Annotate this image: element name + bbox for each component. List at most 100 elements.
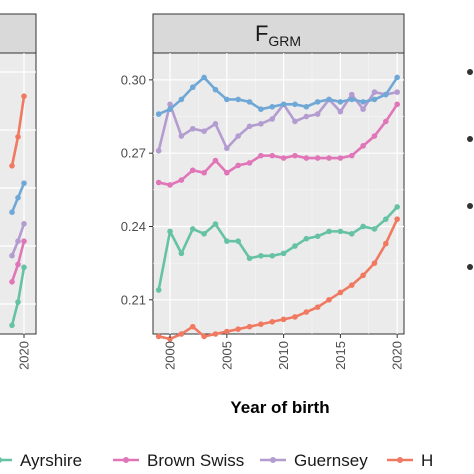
left-series-point (21, 221, 27, 227)
strip-title-main: F (255, 21, 268, 46)
x-tick-label: 2010 (276, 341, 291, 370)
series-point (212, 331, 219, 337)
series-point (246, 99, 253, 105)
series-point (292, 118, 298, 125)
series-point (292, 152, 298, 159)
legend: Ayrshire Brown Swiss Guernsey H (0, 451, 433, 470)
series-point (337, 155, 344, 161)
series-point (201, 169, 207, 176)
right-tick-fragment (467, 264, 473, 270)
series-point (201, 333, 207, 340)
left-series-group (9, 93, 27, 329)
series-point (383, 240, 389, 247)
series-point (269, 318, 276, 325)
series-point (326, 296, 332, 303)
series-point (314, 99, 321, 105)
left-series-point (15, 134, 21, 140)
series-point (383, 118, 389, 125)
series-point (303, 155, 310, 161)
series-point (224, 96, 230, 103)
series-point (280, 101, 287, 108)
series-point (348, 96, 355, 103)
series-point (280, 155, 287, 161)
series-point (337, 99, 344, 105)
series-point (189, 226, 196, 232)
series-point (360, 223, 366, 230)
series-point (189, 84, 196, 91)
series-point (337, 228, 344, 235)
series-point (167, 228, 173, 235)
right-panel (467, 69, 473, 270)
legend-key-point (123, 457, 129, 463)
series-point (212, 157, 219, 164)
series-point (337, 108, 344, 115)
left-panel: 2020 (0, 13, 37, 370)
main-panel: FGRM 0.210.240.270.30 2000 2005 2010 2015 20… (121, 13, 405, 370)
left-series-point (15, 238, 21, 244)
series-point (303, 309, 310, 315)
series-point (269, 116, 276, 122)
y-tick-label: 0.24 (121, 219, 146, 234)
series-point (201, 128, 207, 134)
series-point (292, 243, 298, 249)
x-tick-label: 2000 (163, 341, 178, 370)
series-point (167, 106, 173, 112)
strip-title: FGRM (255, 21, 301, 49)
main-strip (152, 13, 405, 54)
series-point (326, 155, 332, 161)
left-plot-background (0, 52, 37, 335)
series-point (201, 74, 207, 81)
left-series-point (15, 299, 21, 305)
strip-title-subscript: GRM (268, 33, 301, 49)
series-point (155, 111, 162, 117)
series-point (280, 250, 287, 257)
series-point (303, 113, 310, 120)
series-point (371, 133, 378, 139)
x-axis-title: Year of birth (230, 398, 329, 417)
series-point (348, 282, 355, 288)
left-series-point (9, 252, 15, 259)
series-point (258, 106, 264, 112)
series-point (394, 74, 400, 81)
main-gridlines (153, 53, 404, 334)
series-point (360, 99, 366, 105)
series-point (292, 314, 298, 320)
series-point (337, 289, 344, 296)
series-line (158, 76, 399, 116)
series-point (189, 125, 196, 132)
left-series-point (21, 264, 27, 271)
series-point (326, 228, 332, 235)
series-point (212, 121, 219, 127)
series-point (383, 91, 389, 98)
series-point (348, 152, 355, 159)
series-point (394, 204, 400, 210)
series-point (269, 103, 276, 110)
series-point (314, 233, 321, 240)
series-point (235, 326, 241, 332)
series-point (178, 133, 185, 139)
legend-key-point (397, 457, 403, 463)
series-line (158, 218, 399, 341)
series-point (258, 152, 264, 159)
series-point (155, 179, 162, 186)
series-point (246, 255, 253, 262)
legend-label: Ayrshire (20, 451, 82, 470)
series-point (360, 106, 366, 112)
series-point (189, 167, 196, 174)
series-line (157, 206, 399, 291)
series-point (235, 96, 241, 103)
series-point (224, 238, 230, 244)
main-y-axis: 0.21 0.24 0.27 0.30 (121, 72, 153, 307)
series-point (258, 253, 264, 259)
y-tick-label: 0.21 (121, 292, 146, 307)
series-point (314, 111, 321, 117)
legend-key-point (0, 457, 2, 463)
main-x-axis: 2000 2005 2010 2015 2020 (163, 334, 405, 370)
series-point (269, 253, 276, 259)
series-point (212, 86, 219, 93)
series-point (246, 123, 253, 130)
series-point (371, 89, 378, 95)
series-point (155, 333, 162, 340)
series-point (292, 101, 298, 108)
series-point (155, 287, 162, 293)
